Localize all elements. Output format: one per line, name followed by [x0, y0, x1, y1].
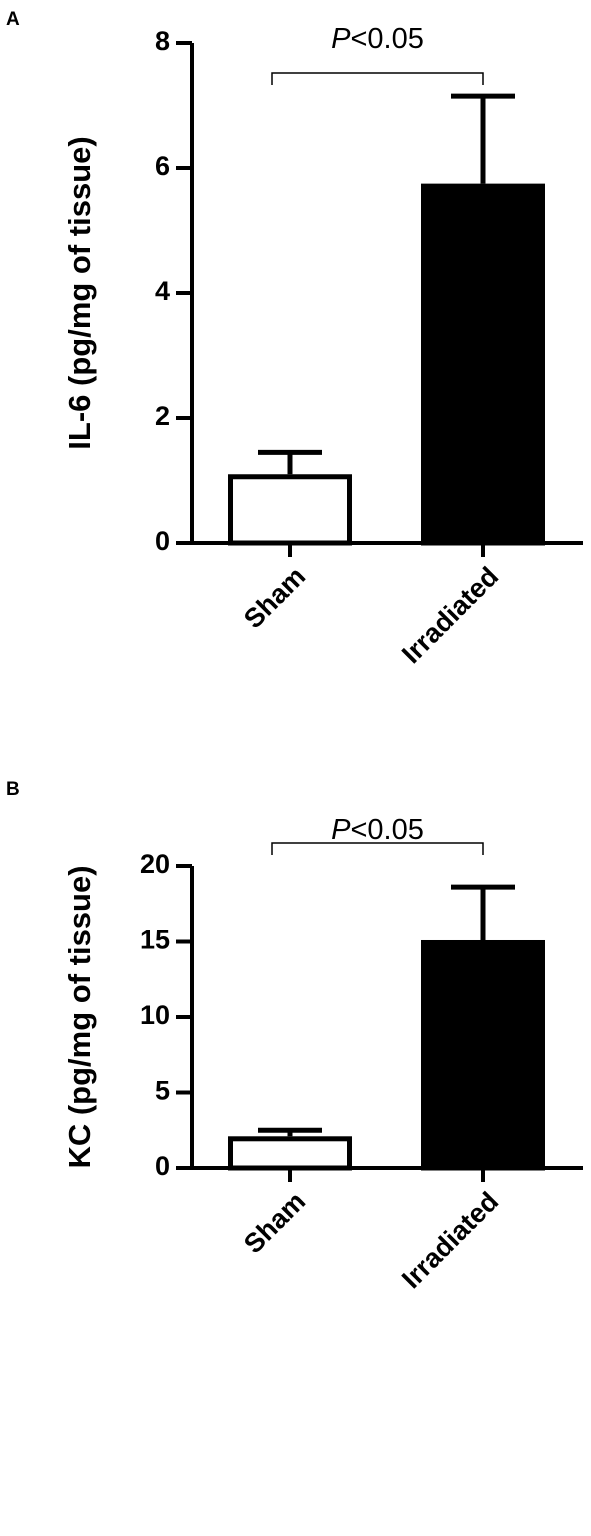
x-tick-label: Sham [238, 561, 311, 634]
panel-label: B [6, 779, 20, 800]
bar [421, 939, 545, 1171]
y-axis-label: IL-6 (pg/mg of tissue) [62, 136, 97, 449]
significance-bracket [271, 72, 484, 85]
annotation-rest: <0.05 [350, 814, 423, 846]
y-axis-label: KC (pg/mg of tissue) [62, 865, 97, 1168]
bar [228, 474, 352, 546]
bar [228, 1136, 352, 1171]
significance-bracket [271, 842, 484, 855]
annotation: P<0.05 [331, 23, 424, 55]
x-tick-label: Sham [238, 1186, 311, 1259]
y-tick-label: 10 [140, 1000, 170, 1030]
y-tick-label: 8 [155, 26, 170, 56]
annotation-italic: P [331, 814, 351, 846]
y-tick-label: 20 [140, 849, 170, 879]
annotation-rest: <0.05 [350, 23, 423, 55]
y-tick-label: 4 [155, 276, 170, 306]
y-tick-label: 0 [155, 526, 170, 556]
y-tick-label: 6 [155, 151, 170, 181]
annotation: P<0.05 [331, 814, 424, 846]
x-tick-label: Irradiated [396, 1186, 504, 1294]
y-tick-label: 15 [140, 925, 170, 955]
y-tick-label: 5 [155, 1076, 170, 1106]
y-tick-label: 0 [155, 1151, 170, 1181]
bar [421, 183, 545, 546]
x-tick-label: Irradiated [396, 561, 504, 669]
y-tick-label: 2 [155, 401, 170, 431]
annotation-italic: P [331, 23, 351, 55]
panel-label: A [6, 9, 20, 30]
